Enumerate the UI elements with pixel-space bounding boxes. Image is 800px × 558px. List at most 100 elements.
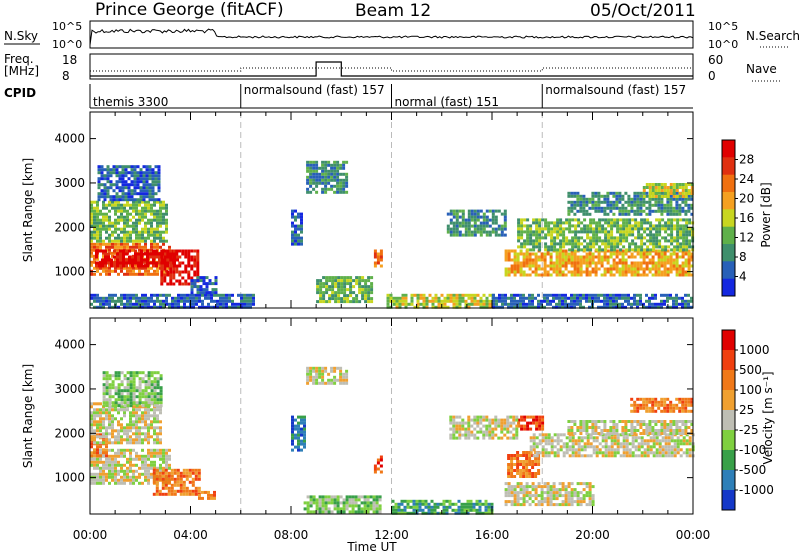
power-cell [501, 294, 504, 297]
power-cell [147, 297, 150, 300]
power-cell [166, 262, 169, 265]
power-cell [631, 242, 634, 245]
velocity-cell [467, 416, 470, 419]
power-cell [342, 185, 345, 188]
power-cell [116, 168, 119, 171]
velocity-cell [99, 420, 102, 423]
power-cell [603, 195, 606, 198]
power-cell [334, 294, 337, 297]
power-cell [312, 182, 315, 185]
power-cell [577, 245, 580, 248]
power-cell [246, 294, 249, 297]
velocity-cell [529, 422, 532, 425]
power-cell [333, 176, 336, 179]
velocity-cell [380, 456, 383, 459]
power-cell [648, 303, 651, 306]
power-cell [535, 274, 538, 277]
power-cell [609, 201, 612, 204]
power-cell [176, 259, 179, 262]
velocity-cell [183, 493, 186, 496]
power-cell [327, 176, 330, 179]
power-cell [670, 233, 673, 236]
power-cell [511, 265, 514, 268]
power-cell [571, 224, 574, 227]
power-cell [622, 271, 625, 274]
power-cell [102, 303, 105, 306]
velocity-cell [108, 432, 111, 435]
power-cell [122, 198, 125, 201]
power-cell [129, 237, 132, 240]
power-cell [98, 183, 101, 186]
power-cell [131, 180, 134, 183]
velocity-cell [355, 504, 358, 507]
power-cell [595, 262, 598, 265]
power-cell [501, 297, 504, 300]
power-cell [309, 167, 312, 170]
velocity-cell [117, 461, 120, 464]
power-cell [135, 300, 138, 303]
velocity-cell [355, 495, 358, 498]
velocity-cell [165, 472, 168, 475]
power-cell [613, 268, 616, 271]
power-cell [676, 183, 679, 186]
power-cell [577, 262, 580, 265]
power-cell [178, 262, 181, 265]
velocity-cell [342, 379, 345, 382]
power-cell [137, 177, 140, 180]
power-cell [187, 262, 190, 265]
power-cell [153, 294, 156, 297]
power-cell [619, 236, 622, 239]
power-cell [107, 189, 110, 192]
power-cell [543, 294, 546, 297]
velocity-cell [108, 426, 111, 429]
power-cell [144, 222, 147, 225]
power-cell [547, 265, 550, 268]
velocity-cell [96, 454, 99, 457]
power-cell [621, 297, 624, 300]
power-cell [576, 294, 579, 297]
power-cell [108, 246, 111, 249]
power-cell [159, 246, 162, 249]
power-cell [330, 170, 333, 173]
power-cell [104, 168, 107, 171]
power-cell [117, 237, 120, 240]
power-cell [672, 297, 675, 300]
velocity-cell [449, 437, 452, 440]
power-cell [144, 300, 147, 303]
velocity-cell [138, 420, 141, 423]
power-cell [132, 225, 135, 228]
power-cell [520, 271, 523, 274]
power-cell [670, 253, 673, 256]
power-cell [116, 253, 119, 256]
power-cell [676, 189, 679, 192]
power-cell [158, 165, 161, 168]
power-cell [687, 207, 690, 210]
power-cell [625, 274, 628, 277]
power-cell [586, 242, 589, 245]
power-cell [517, 239, 520, 242]
velocity-cell [319, 498, 322, 501]
velocity-cell [129, 476, 132, 479]
power-cell [529, 262, 532, 265]
power-cell [579, 198, 582, 201]
velocity-cell [443, 503, 446, 506]
power-cell [504, 228, 507, 231]
power-cell [601, 259, 604, 262]
power-cell [514, 253, 517, 256]
power-cell [123, 303, 126, 306]
power-cell [574, 230, 577, 233]
velocity-cell [307, 501, 310, 504]
power-cell [212, 282, 215, 285]
power-cell [670, 186, 673, 189]
velocity-cell [345, 379, 348, 382]
power-cell [111, 243, 114, 246]
power-cell [661, 227, 664, 230]
power-cell [570, 210, 573, 213]
velocity-cell [515, 428, 518, 431]
ytick-label: 4000 [54, 132, 85, 146]
power-cell [474, 303, 477, 306]
power-cell [643, 248, 646, 251]
power-cell [550, 256, 553, 259]
velocity-cell [151, 374, 154, 377]
nsearch-label: N.Search [746, 29, 800, 43]
